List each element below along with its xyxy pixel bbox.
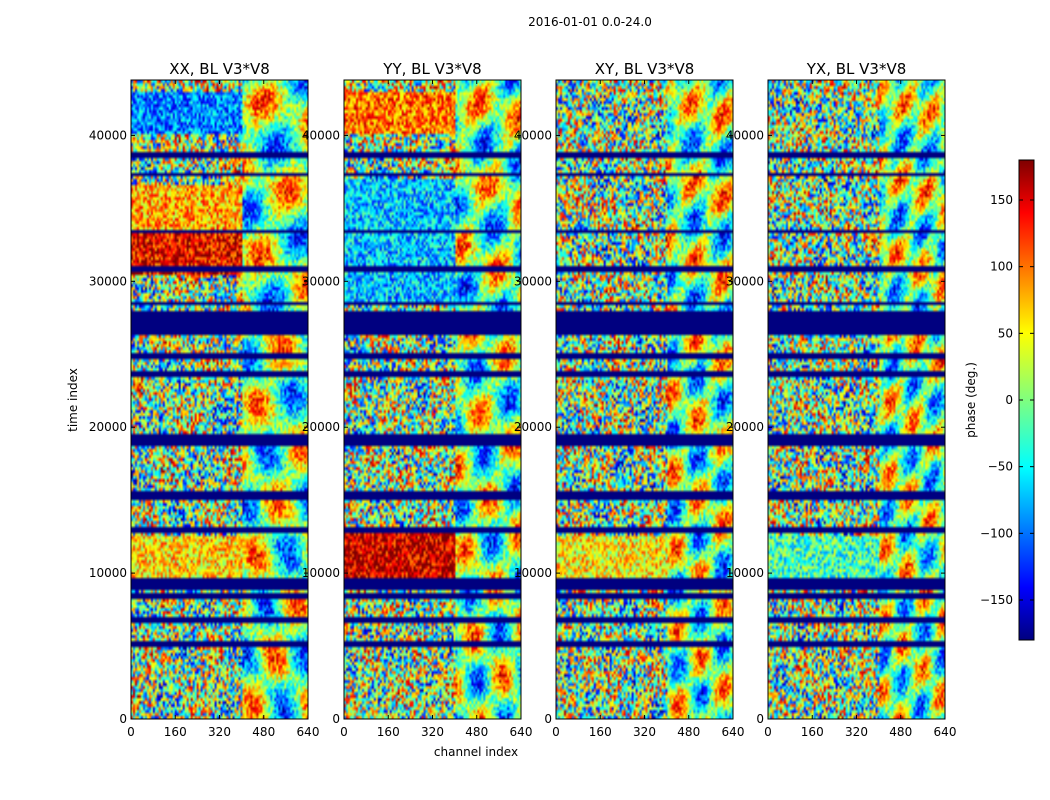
colorbar-tick-label: −150: [980, 593, 1013, 607]
y-tick-label: 10000: [726, 566, 764, 580]
y-tick-label: 40000: [726, 128, 764, 142]
y-tick-label: 0: [756, 712, 764, 726]
y-tick-label: 0: [332, 712, 340, 726]
x-tick-label: 0: [764, 725, 772, 739]
panel-3: YX, BL V3*V8 0 160 320 480 640 0 10000 20000 3000…: [726, 60, 957, 739]
y-tick-label: 0: [544, 712, 552, 726]
panel-3-title: YX, BL V3*V8: [806, 60, 907, 78]
panel-2-image: [556, 80, 733, 719]
colorbar-label: phase (deg.): [964, 362, 978, 438]
x-tick-label: 0: [127, 725, 135, 739]
x-tick-label: 0: [340, 725, 348, 739]
panel-2: XY, BL V3*V8 0 160 320 480 640 0 10000 20000 3000…: [514, 60, 745, 739]
x-tick-label: 0: [552, 725, 560, 739]
colorbar-tick-label: −100: [980, 526, 1013, 540]
x-tick-label: 160: [801, 725, 824, 739]
colorbar: −150 −100 −50 0 50 100 150 phase (deg.): [964, 159, 1035, 641]
y-tick-label: 30000: [89, 274, 127, 288]
x-tick-label: 640: [297, 725, 320, 739]
x-tick-label: 320: [421, 725, 444, 739]
panel-2-title: XY, BL V3*V8: [595, 60, 695, 78]
y-tick-label: 10000: [89, 566, 127, 580]
x-tick-label: 640: [934, 725, 957, 739]
panel-0-title: XX, BL V3*V8: [169, 60, 270, 78]
x-tick-label: 160: [589, 725, 612, 739]
x-axis-label: channel index: [434, 745, 518, 759]
x-tick-label: 320: [208, 725, 231, 739]
colorbar-tick-label: 150: [990, 193, 1013, 207]
colorbar-ticks: −150 −100 −50 0 50 100 150: [980, 193, 1034, 607]
y-tick-label: 20000: [302, 420, 340, 434]
y-tick-label: 20000: [89, 420, 127, 434]
y-tick-label: 40000: [302, 128, 340, 142]
x-tick-label: 480: [252, 725, 275, 739]
x-tick-label: 160: [377, 725, 400, 739]
panel-0: XX, BL V3*V8 0 160 320 480 640 0 10000 20000 3000…: [89, 60, 320, 739]
y-tick-label: 30000: [514, 274, 552, 288]
y-tick-label: 30000: [726, 274, 764, 288]
y-tick-label: 40000: [514, 128, 552, 142]
colorbar-tick-label: 0: [1005, 393, 1013, 407]
heatmap-panels: XX, BL V3*V8 0 160 320 480 640 0 10000 20000 3000…: [89, 60, 957, 739]
y-tick-label: 20000: [726, 420, 764, 434]
colorbar-tick-label: 100: [990, 260, 1013, 274]
x-tick-label: 480: [889, 725, 912, 739]
panel-1: YY, BL V3*V8 0 160 320 480 640 0 10000 20000 3000…: [302, 60, 533, 739]
x-tick-label: 160: [164, 725, 187, 739]
colorbar-tick-label: 50: [998, 326, 1013, 340]
panel-1-image: [344, 80, 521, 719]
x-tick-label: 320: [633, 725, 656, 739]
x-tick-label: 480: [465, 725, 488, 739]
panel-0-image: [131, 80, 308, 719]
figure-suptitle: 2016-01-01 0.0-24.0: [528, 15, 652, 29]
y-tick-label: 10000: [514, 566, 552, 580]
y-tick-label: 20000: [514, 420, 552, 434]
x-tick-label: 640: [722, 725, 745, 739]
panel-3-image: [768, 80, 945, 719]
x-tick-label: 320: [845, 725, 868, 739]
x-tick-label: 640: [510, 725, 533, 739]
colorbar-tick-label: −50: [988, 460, 1013, 474]
y-tick-label: 10000: [302, 566, 340, 580]
panel-1-title: YY, BL V3*V8: [382, 60, 481, 78]
y-tick-label: 30000: [302, 274, 340, 288]
y-tick-label: 0: [119, 712, 127, 726]
x-tick-label: 480: [677, 725, 700, 739]
y-axis-label: time index: [66, 368, 80, 432]
y-tick-label: 40000: [89, 128, 127, 142]
